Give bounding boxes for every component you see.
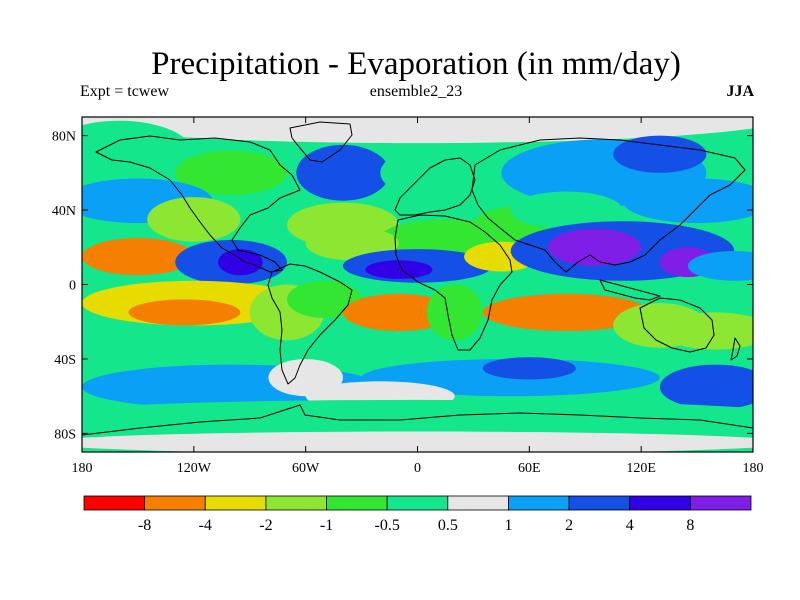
colorbar-label-3: -1 xyxy=(320,517,333,534)
coast-asia xyxy=(471,137,746,273)
field-region-42 xyxy=(82,399,753,430)
colorbar: -8 -4 -2 -1 -0.5 0.5 1 2 4 8 xyxy=(83,495,752,534)
colorbar-bin-2 xyxy=(204,495,267,511)
colorbar-bin-1 xyxy=(144,495,206,511)
field-region-33 xyxy=(659,312,753,350)
field-region-6 xyxy=(613,135,707,173)
x-tick-label-4: 60E xyxy=(518,461,541,476)
chart-title: Precipitation - Evaporation (in mm/day) xyxy=(151,46,681,82)
coast-greenland xyxy=(289,121,353,163)
field-region-35 xyxy=(454,334,604,365)
field-region-19 xyxy=(365,260,433,279)
colorbar-bin-5 xyxy=(386,495,449,511)
field-region-28 xyxy=(287,280,362,318)
colorbar-label-0: -8 xyxy=(138,517,151,534)
coast-indonesia xyxy=(599,279,661,301)
ensemble-label: ensemble2_23 xyxy=(369,83,463,100)
colorbar-label-1: -4 xyxy=(199,517,212,534)
coast-new-zealand xyxy=(730,337,741,361)
field-region-3 xyxy=(296,144,390,201)
field-region-1 xyxy=(82,120,194,188)
coast-europe xyxy=(394,157,476,216)
field-region-40 xyxy=(659,364,753,410)
field-region-24 xyxy=(687,251,753,281)
coastlines xyxy=(82,121,753,436)
colorbar-label-4: -0.5 xyxy=(375,517,400,534)
field-region-0 xyxy=(82,117,753,144)
field-region-39 xyxy=(482,357,576,380)
field-regions xyxy=(82,117,753,452)
colorbar-label-8: 4 xyxy=(626,517,634,534)
coast-africa xyxy=(394,214,513,351)
x-tick-label-2: 60W xyxy=(292,461,320,476)
colorbar-bin-9 xyxy=(629,495,691,511)
x-tick-label-5: 120E xyxy=(626,461,656,476)
colorbar-label-6: 1 xyxy=(504,517,512,534)
x-tick-label-3: 0 xyxy=(414,461,421,476)
y-tick-label-2: 0 xyxy=(69,279,76,294)
colorbar-bin-7 xyxy=(508,495,570,511)
x-tick-label-1: 120W xyxy=(177,461,212,476)
coast-north-america xyxy=(95,135,301,273)
y-tick-label-4: 80S xyxy=(54,427,76,442)
y-tick-label-0: 80N xyxy=(52,130,76,145)
coast-australia xyxy=(639,297,715,353)
colorbar-bin-6 xyxy=(447,495,509,511)
colorbar-label-7: 2 xyxy=(565,517,573,534)
field-region-30 xyxy=(426,284,483,341)
field-region-4 xyxy=(380,144,511,201)
field-region-14 xyxy=(82,238,194,276)
coast-south-america xyxy=(267,263,353,385)
x-tick-label-6: 180 xyxy=(743,461,764,476)
x-tick-label-0: 180 xyxy=(72,461,93,476)
field-region-43 xyxy=(82,431,753,452)
colorbar-bin-4 xyxy=(326,495,388,511)
field-region-26 xyxy=(128,299,241,326)
colorbar-bin-0 xyxy=(83,495,146,511)
field-region-29 xyxy=(343,293,455,331)
colorbar-label-2: -2 xyxy=(259,517,272,534)
colorbar-bin-8 xyxy=(568,495,631,511)
colorbar-label-9: 8 xyxy=(686,517,694,534)
field-region-22 xyxy=(548,228,642,266)
field-region-8 xyxy=(147,197,241,242)
y-tick-label-1: 40N xyxy=(52,204,76,219)
field-region-13 xyxy=(622,178,753,224)
colorbar-label-5: 0.5 xyxy=(438,517,458,534)
field-region-12 xyxy=(510,191,623,229)
field-region-34 xyxy=(82,334,232,365)
y-tick-label-3: 40S xyxy=(54,353,76,368)
axis-ticks: 180 120W 60W 0 60E 120E 180 80N 40N 0 40S 80S xyxy=(52,117,764,476)
colorbar-bin-10 xyxy=(689,495,752,511)
experiment-label: Expt = tcwew xyxy=(80,83,169,100)
field-region-31 xyxy=(482,293,651,331)
field-region-17 xyxy=(305,226,399,261)
coast-antarctica xyxy=(82,404,753,436)
season-label: JJA xyxy=(726,83,754,100)
field-region-16 xyxy=(218,249,263,276)
field-region-2 xyxy=(175,150,287,196)
plot-area xyxy=(82,117,753,452)
colorbar-bin-3 xyxy=(265,495,327,511)
